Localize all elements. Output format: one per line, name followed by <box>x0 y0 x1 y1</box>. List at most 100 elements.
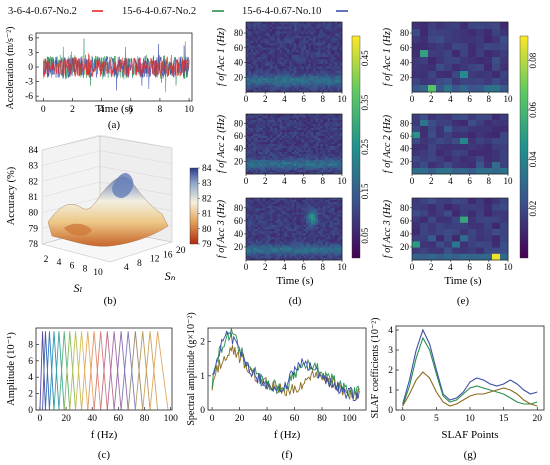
heatmap-cell <box>291 237 295 240</box>
heatmap-cell <box>253 164 256 167</box>
heatmap-cell <box>265 114 268 117</box>
heatmap-cell <box>265 33 268 37</box>
heatmap-cell <box>301 31 304 35</box>
heatmap-cell <box>255 158 259 161</box>
heatmap-cell <box>267 22 271 25</box>
heatmap-cell <box>250 156 254 159</box>
heatmap-cell <box>308 134 312 137</box>
heatmap-cell <box>322 80 326 84</box>
heatmap-cell <box>310 202 314 205</box>
heatmap-cell <box>306 233 309 236</box>
heatmap-cell <box>274 47 278 51</box>
heatmap-cell <box>301 22 304 25</box>
heatmap-cell <box>277 162 280 165</box>
heatmap-cell <box>272 148 276 151</box>
heatmap-cell <box>272 170 276 173</box>
heatmap-cell <box>253 152 256 155</box>
heatmap-cell <box>332 257 336 261</box>
heatmap-cell <box>428 57 437 65</box>
heatmap-cell <box>272 162 276 165</box>
heatmap-cell <box>436 64 445 72</box>
heatmap-cell <box>492 229 501 236</box>
heatmap-cell <box>284 257 288 261</box>
y-tick-label: 0 <box>388 406 393 416</box>
heatmap-cell <box>258 66 261 70</box>
heatmap-cell <box>332 212 336 215</box>
slaf-series <box>402 336 538 407</box>
heatmap-cell <box>436 126 445 133</box>
heatmap-cell <box>315 45 319 49</box>
heatmap-cell <box>250 208 254 211</box>
heatmap-cell <box>265 59 268 63</box>
heatmap-cell <box>260 150 264 153</box>
heatmap-cell <box>258 158 261 161</box>
heatmap-cell <box>270 126 273 129</box>
heatmap-cell <box>289 24 292 28</box>
heatmap-cell <box>286 204 290 207</box>
heatmap-cell <box>452 156 461 163</box>
heatmap-cell <box>332 52 336 56</box>
heatmap-cell <box>339 136 343 139</box>
heatmap-cell <box>318 166 321 169</box>
heatmap-cell <box>452 168 461 175</box>
heatmap-cell <box>303 24 307 28</box>
heatmap-cell <box>284 66 288 70</box>
heatmap-cell <box>265 198 268 201</box>
panel-a-signals <box>43 38 190 92</box>
heatmap-cell <box>308 89 312 93</box>
heatmap-cell <box>325 124 328 127</box>
heatmap-cell <box>267 224 271 228</box>
heatmap-cell <box>500 229 509 236</box>
heatmap-cell <box>255 150 259 153</box>
heatmap-cell <box>246 251 249 255</box>
heatmap-cell <box>265 216 268 220</box>
heatmap-cell <box>301 52 304 56</box>
heatmap-cell <box>250 218 254 222</box>
heatmap-cell <box>303 26 307 30</box>
heatmap-cell <box>330 229 333 232</box>
heatmap-cell <box>279 241 283 244</box>
heatmap-cell <box>258 218 261 222</box>
heatmap-cell <box>286 168 290 171</box>
heatmap-cell <box>296 224 300 228</box>
heatmap-cell <box>253 50 256 53</box>
heatmap-cell <box>301 150 304 153</box>
heatmap-cell <box>265 128 268 131</box>
heatmap-cell <box>330 164 333 167</box>
heatmap-cell <box>248 47 252 51</box>
heatmap-cell <box>296 87 300 91</box>
heatmap-cell <box>294 122 297 125</box>
heatmap-cell <box>262 52 266 56</box>
heatmap-cell <box>291 216 295 220</box>
heatmap-cell <box>277 200 280 203</box>
heatmap-cell <box>265 164 268 167</box>
heatmap-cell <box>332 66 336 70</box>
heatmap-cell <box>272 245 276 248</box>
heatmap-cell <box>327 140 331 143</box>
heatmap-cell <box>327 66 331 70</box>
heatmap-cell <box>500 241 509 248</box>
heatmap-cell <box>327 218 331 222</box>
heatmap-cell <box>337 61 340 65</box>
heatmap-cell <box>248 71 252 74</box>
heatmap-cell <box>310 124 314 127</box>
heatmap-cell <box>250 212 254 215</box>
heatmap-cell <box>492 78 501 86</box>
heatmap-cell <box>265 126 268 129</box>
heatmap-cell <box>460 241 469 248</box>
heatmap-cell <box>303 122 307 125</box>
heatmap-cell <box>310 61 314 65</box>
heatmap-cell <box>296 216 300 220</box>
heatmap-cell <box>272 206 276 209</box>
heatmap-cell <box>325 253 328 257</box>
heatmap-cell <box>284 204 288 207</box>
y-tick-label: -6 <box>25 92 33 102</box>
heatmap-cell <box>270 120 273 123</box>
heatmap-cell <box>310 156 314 159</box>
heatmap-cell <box>255 130 259 133</box>
heatmap-cell <box>291 59 295 63</box>
heatmap-cell <box>289 235 292 238</box>
heatmap-cell <box>337 241 340 244</box>
heatmap-cell <box>306 71 309 74</box>
heatmap-cell <box>296 198 300 201</box>
